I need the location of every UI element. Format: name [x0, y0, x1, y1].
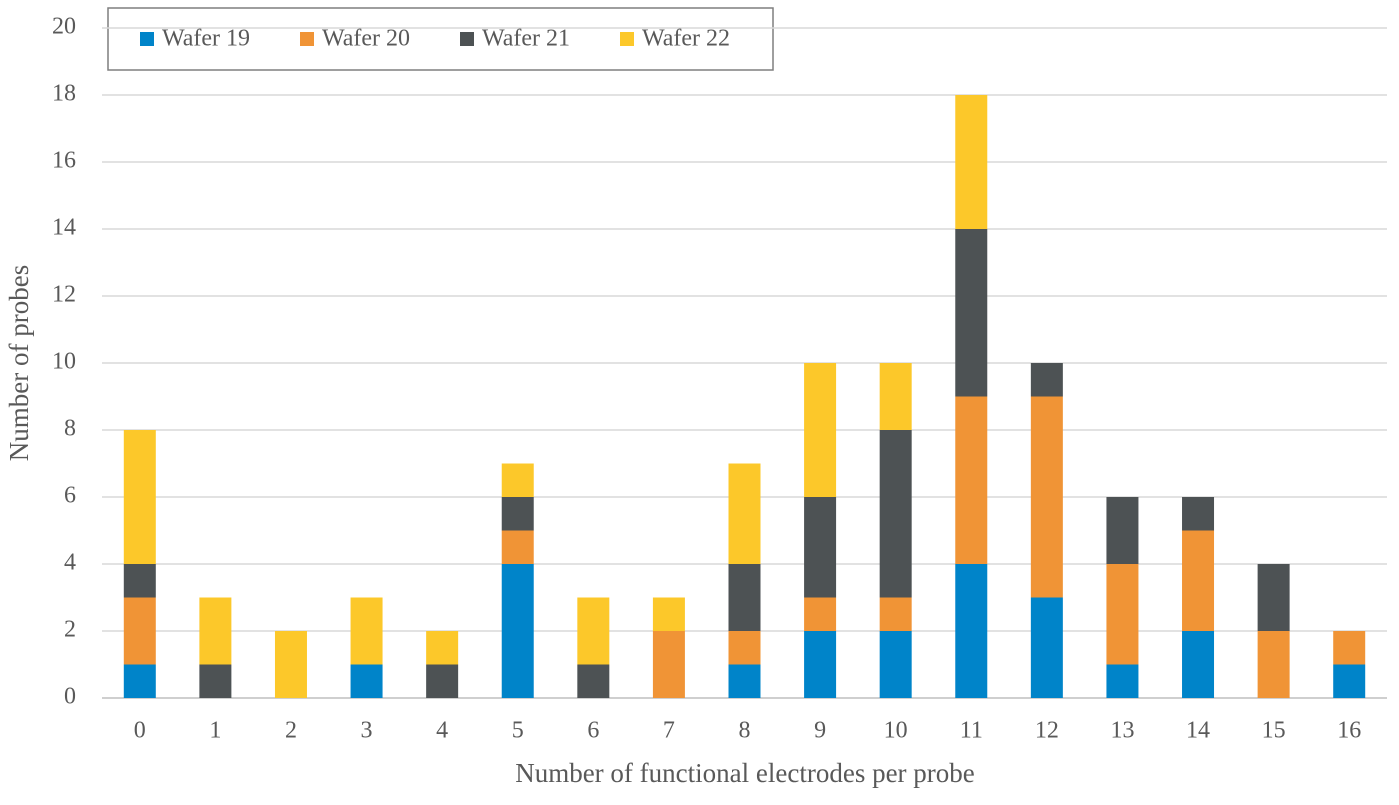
- y-tick-label: 8: [64, 416, 76, 442]
- legend-label: Wafer 20: [322, 26, 410, 52]
- y-tick-label: 0: [64, 684, 76, 710]
- bar-segment: [955, 95, 988, 229]
- x-tick-label: 8: [739, 718, 751, 744]
- y-tick-label: 16: [52, 148, 76, 174]
- y-tick-label: 12: [52, 282, 76, 308]
- bar-segment: [955, 396, 988, 564]
- x-tick-label: 13: [1110, 718, 1134, 744]
- bar-segment: [501, 564, 534, 698]
- x-tick-label: 10: [884, 718, 908, 744]
- bar-segment: [804, 497, 837, 598]
- bar-segment: [274, 631, 307, 698]
- y-tick-label: 10: [52, 349, 76, 375]
- bar-segment: [652, 631, 685, 698]
- legend-swatch: [620, 32, 634, 46]
- x-tick-label: 14: [1186, 718, 1210, 744]
- bar-segment: [1030, 597, 1063, 698]
- bar-segment: [123, 430, 156, 564]
- x-tick-label: 11: [960, 718, 983, 744]
- x-tick-label: 3: [361, 718, 373, 744]
- bar-segment: [1182, 497, 1215, 531]
- bar-segment: [577, 597, 610, 665]
- x-tick-label: 15: [1262, 718, 1286, 744]
- bar-segment: [879, 597, 912, 631]
- legend-swatch: [300, 32, 314, 46]
- bar-segment: [426, 631, 459, 665]
- x-tick-label: 16: [1337, 718, 1361, 744]
- x-tick-label: 7: [663, 718, 675, 744]
- bar-segment: [426, 664, 459, 698]
- bar-segment: [1106, 497, 1139, 564]
- legend-label: Wafer 21: [482, 26, 570, 52]
- bar-segment: [804, 631, 837, 698]
- x-tick-label: 1: [209, 718, 221, 744]
- bar-segment: [1030, 396, 1063, 598]
- y-tick-label: 18: [52, 81, 76, 107]
- y-axis-title: Number of probes: [4, 265, 34, 461]
- y-tick-label: 6: [64, 483, 76, 509]
- x-tick-label: 2: [285, 718, 297, 744]
- y-tick-label: 2: [64, 617, 76, 643]
- bar-segment: [1257, 564, 1290, 631]
- x-tick-label: 6: [587, 718, 599, 744]
- bar-segment: [1182, 631, 1215, 698]
- legend-label: Wafer 22: [642, 26, 730, 52]
- bar-segment: [652, 597, 685, 631]
- bar-segment: [1333, 664, 1366, 698]
- bar-segment: [879, 631, 912, 698]
- legend-box: [107, 7, 774, 71]
- bar-segment: [199, 664, 232, 698]
- bar-segment: [501, 463, 534, 497]
- bar-segment: [955, 564, 988, 698]
- x-axis-title: Number of functional electrodes per prob…: [515, 758, 975, 788]
- bar-segment: [728, 463, 761, 564]
- bar-segment: [350, 597, 383, 665]
- bar-segment: [879, 430, 912, 598]
- x-tick-label: 0: [134, 718, 146, 744]
- bar-segment: [1182, 530, 1215, 631]
- bar-segment: [123, 664, 156, 698]
- bar-segment: [955, 229, 988, 397]
- bar-segment: [804, 363, 837, 497]
- x-tick-label: 5: [512, 718, 524, 744]
- y-tick-label: 4: [64, 550, 76, 576]
- bar-segment: [879, 363, 912, 430]
- bar-segment: [1257, 631, 1290, 698]
- bar-segment: [728, 564, 761, 631]
- bar-segment: [804, 597, 837, 631]
- y-tick-label: 20: [52, 14, 76, 40]
- bar-segment: [123, 564, 156, 598]
- legend-label: Wafer 19: [162, 26, 250, 52]
- bar-segment: [728, 631, 761, 665]
- bar-segment: [501, 530, 534, 564]
- bar-segment: [1106, 564, 1139, 665]
- bar-segment: [1106, 664, 1139, 698]
- legend-swatch: [460, 32, 474, 46]
- bar-segment: [728, 664, 761, 698]
- legend-swatch: [140, 32, 154, 46]
- x-tick-label: 4: [436, 718, 448, 744]
- bar-segment: [1333, 631, 1366, 665]
- bar-segment: [1030, 363, 1063, 397]
- bar-segment: [123, 597, 156, 665]
- bar-segment: [577, 664, 610, 698]
- bar-segment: [501, 497, 534, 531]
- bar-segment: [199, 597, 232, 665]
- x-tick-label: 12: [1035, 718, 1059, 744]
- bar-segment: [350, 664, 383, 698]
- y-tick-label: 14: [52, 215, 76, 241]
- x-tick-label: 9: [814, 718, 826, 744]
